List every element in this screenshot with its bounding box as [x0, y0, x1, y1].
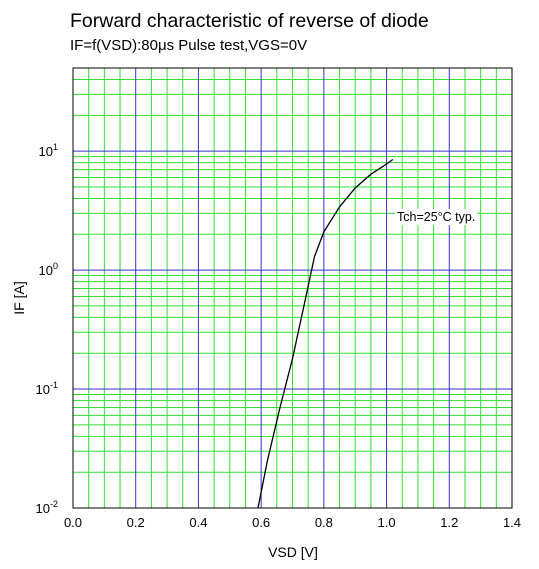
x-tick-label: 0.2: [127, 515, 145, 530]
temperature-annotation: Tch=25°C typ.: [397, 210, 475, 224]
y-tick-label: 10-2: [36, 499, 58, 516]
x-tick-label: 1.2: [440, 515, 458, 530]
minor-grid: [73, 68, 512, 508]
y-tick-label: 10-1: [36, 380, 58, 397]
y-tick-label: 100: [39, 261, 58, 278]
chart-subtitle: IF=f(VSD):80μs Pulse test,VGS=0V: [70, 37, 308, 54]
y-tick-label: 101: [39, 142, 58, 159]
major-grid: [73, 68, 512, 508]
series-layer: [257, 158, 394, 509]
x-tick-label: 0.0: [64, 515, 82, 530]
series-line: [257, 158, 394, 509]
chart-title: Forward characteristic of reverse of dio…: [70, 10, 429, 32]
y-axis-label: IF [A]: [11, 281, 27, 314]
x-tick-label: 0.4: [189, 515, 207, 530]
x-tick-label: 1.0: [378, 515, 396, 530]
x-tick-label: 0.8: [315, 515, 333, 530]
x-tick-label: 0.6: [252, 515, 270, 530]
x-tick-label: 1.4: [503, 515, 521, 530]
x-axis-label: VSD [V]: [268, 544, 318, 560]
plot-frame: [72, 67, 513, 509]
tick-labels: 0.0 0.2 0.4 0.6 0.8 1.0 1.2 1.4 10-2 10-1 100 101: [36, 142, 522, 530]
annotation-background: [395, 209, 478, 225]
